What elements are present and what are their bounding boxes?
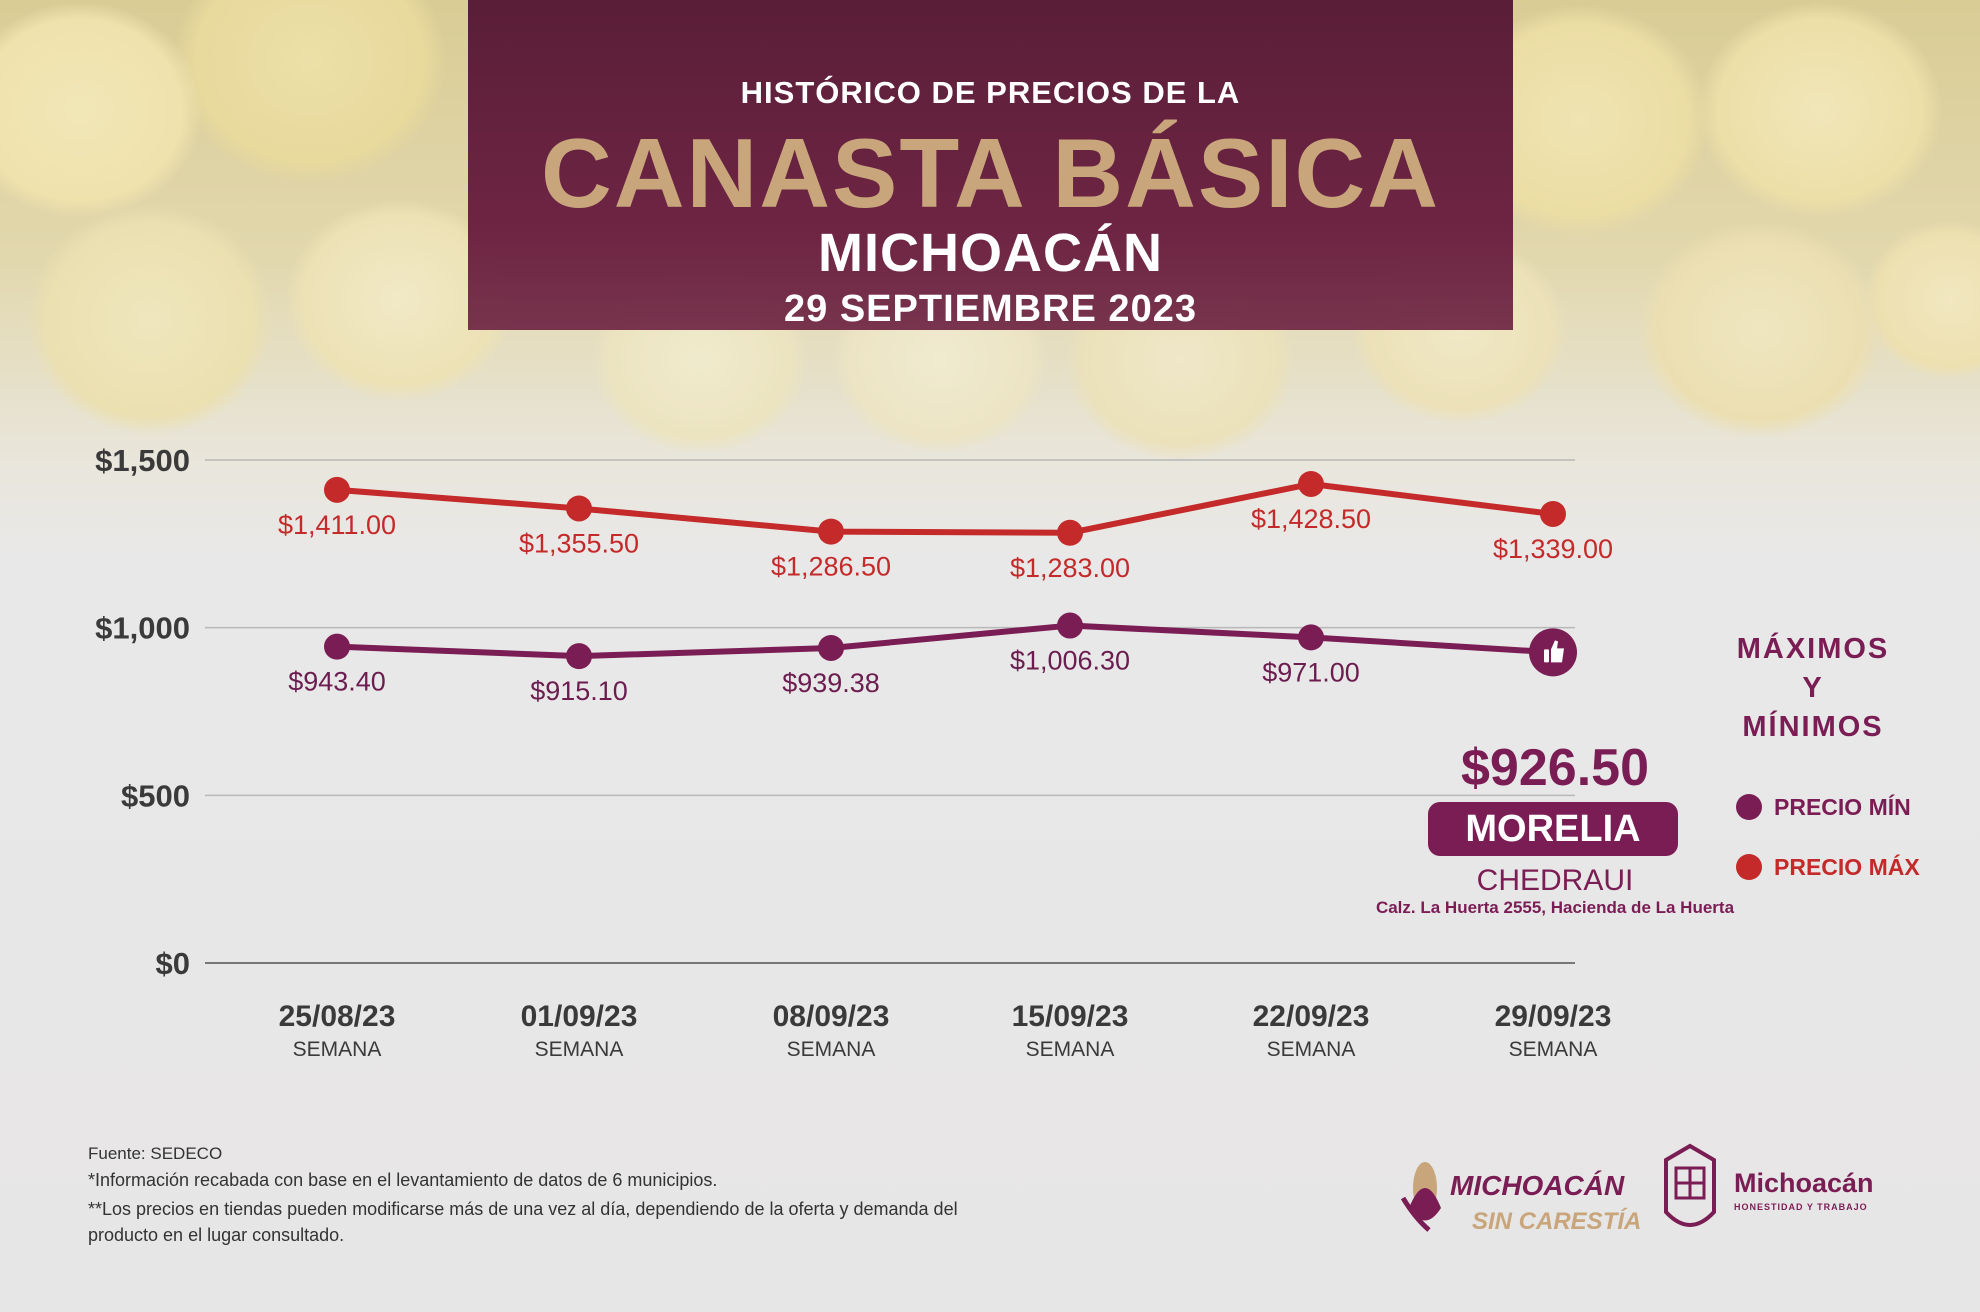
data-point-max [1057, 519, 1083, 546]
legend-title-line: MÍNIMOS [1742, 711, 1884, 743]
callout-city-badge: MORELIA [1428, 802, 1678, 856]
data-point-max [324, 476, 350, 503]
y-tick-label: $1,500 [95, 443, 190, 478]
thumbs-up-icon [1544, 640, 1564, 663]
data-label-min: $943.40 [288, 667, 386, 697]
data-point-max [566, 495, 592, 522]
x-tick-sublabel: SEMANA [535, 1038, 624, 1061]
legend-title: MÁXIMOS Y MÍNIMOS [1718, 630, 1908, 747]
legend-min-label: PRECIO MÍN [1774, 793, 1911, 820]
footnote-source: Fuente: SEDECO [88, 1144, 223, 1163]
x-tick-sublabel: SEMANA [293, 1038, 382, 1061]
callout-address: Calz. La Huerta 2555, Hacienda de La Hue… [1375, 898, 1735, 917]
title-panel [468, 0, 1513, 330]
data-label-min: $915.10 [530, 676, 628, 706]
y-tick-label: $500 [121, 778, 190, 813]
data-point-min [1298, 624, 1324, 651]
thumbs-up-icon-hand [1551, 640, 1564, 663]
data-label-min: $1,006.30 [1010, 646, 1130, 676]
thumbs-up-icon-cuff [1544, 649, 1549, 663]
legend-item-max: PRECIO MÁX [1736, 850, 1920, 884]
gov-logo-name: Michoacán [1734, 1168, 1874, 1198]
series-lines [324, 470, 1577, 677]
legend-title-line: MÁXIMOS [1736, 633, 1890, 665]
series-line-min [336, 622, 1554, 660]
x-tick-sublabel: SEMANA [1509, 1038, 1598, 1061]
legend-max-swatch [1736, 854, 1762, 880]
corn-logo-icon [1400, 1162, 1441, 1232]
data-point-min [1057, 612, 1083, 639]
page-pretitle: HISTÓRICO DE PRECIOS DE LA [740, 75, 1241, 110]
data-label-min: $971.00 [1262, 657, 1360, 687]
gov-logo-motto: HONESTIDAD Y TRABAJO [1734, 1202, 1868, 1212]
data-label-max: $1,339.00 [1493, 534, 1613, 564]
x-tick-label: 15/09/23 [1012, 1000, 1129, 1033]
data-label-max: $1,411.00 [278, 510, 396, 540]
footnote-1: *Información recabada con base en el lev… [88, 1170, 718, 1190]
y-tick-label: $0 [156, 946, 190, 981]
data-label-max: $1,355.50 [519, 528, 639, 558]
data-point-max [818, 518, 844, 545]
x-tick-sublabel: SEMANA [1026, 1038, 1115, 1061]
x-tick-label: 01/09/23 [521, 1000, 638, 1033]
data-labels: $1,411.00 $1,355.50 $1,286.50 $1,283.00 $1,4… [278, 504, 1613, 706]
campaign-logo-line1: MICHOACÁN [1450, 1170, 1625, 1201]
data-point-min [818, 634, 844, 661]
x-tick-sublabel: SEMANA [787, 1038, 876, 1061]
y-axis-ticks: $0 $500 $1,000 $1,500 [95, 443, 190, 981]
callout-price: $926.50 [1461, 739, 1649, 797]
legend-item-min: PRECIO MÍN [1736, 790, 1911, 824]
data-point-min [566, 643, 592, 670]
series-line-max [336, 480, 1554, 536]
legend-max-label: PRECIO MÁX [1774, 853, 1920, 880]
x-tick-sublabel: SEMANA [1267, 1038, 1356, 1061]
data-label-max: $1,286.50 [771, 552, 891, 582]
x-tick-label: 08/09/23 [773, 1000, 890, 1033]
footnote-2: **Los precios en tiendas pueden modifica… [88, 1199, 958, 1245]
grid-lines [205, 459, 1575, 964]
campaign-logo-line2: SIN CARESTÍA [1472, 1208, 1642, 1235]
data-point-min [324, 633, 350, 660]
page-date: 29 SEPTIEMBRE 2023 [784, 288, 1197, 330]
state-seal-icon [1664, 1143, 1716, 1227]
data-point-max [1540, 500, 1566, 527]
x-axis-ticks: 25/08/23 SEMANA 01/09/23 SEMANA 08/09/23 SEMA… [279, 1000, 1612, 1061]
data-label-max: $1,428.50 [1251, 504, 1371, 534]
callout-store: CHEDRAUI [1476, 864, 1634, 897]
page-title: CANASTA BÁSICA [540, 118, 1441, 228]
x-tick-label: 22/09/23 [1253, 1000, 1370, 1033]
data-label-min: $939.38 [782, 668, 880, 698]
legend-title-line: Y [1802, 672, 1824, 704]
data-point-max [1298, 470, 1324, 497]
data-label-max: $1,283.00 [1010, 553, 1130, 583]
legend-min-swatch [1736, 794, 1762, 820]
y-tick-label: $1,000 [95, 611, 190, 646]
x-tick-label: 29/09/23 [1495, 1000, 1612, 1033]
x-tick-label: 25/08/23 [279, 1000, 396, 1033]
page-state: MICHOACÁN [818, 223, 1163, 283]
